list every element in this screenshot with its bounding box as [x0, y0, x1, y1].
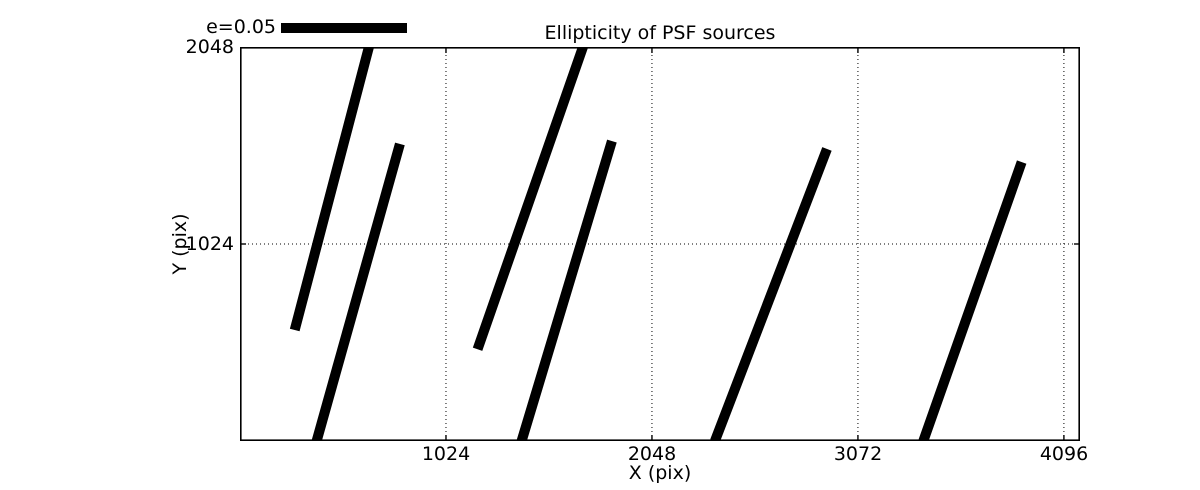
- plot-area: [240, 47, 1080, 441]
- whisker-segment: [289, 47, 374, 332]
- whisker-segment: [311, 142, 405, 441]
- plot-title: Ellipticity of PSF sources: [544, 22, 776, 44]
- y-tick-label-1024: 1024: [185, 233, 234, 255]
- x-axis-label: X (pix): [628, 462, 692, 484]
- whisker-segment: [516, 139, 617, 441]
- legend-scale-bar: [281, 23, 407, 33]
- x-tick-label-3072: 3072: [833, 443, 883, 465]
- axes-frame: [240, 47, 1080, 441]
- x-tick-label-2048: 2048: [627, 443, 677, 465]
- x-tick-label-1024: 1024: [421, 443, 471, 465]
- whisker-segment: [710, 147, 832, 441]
- y-tick-label-2048: 2048: [185, 36, 234, 58]
- x-tick-label-4096: 4096: [1039, 443, 1089, 465]
- whisker-segment: [918, 160, 1027, 441]
- whisker-segment: [472, 47, 588, 351]
- legend-label: e=0.05: [206, 16, 276, 38]
